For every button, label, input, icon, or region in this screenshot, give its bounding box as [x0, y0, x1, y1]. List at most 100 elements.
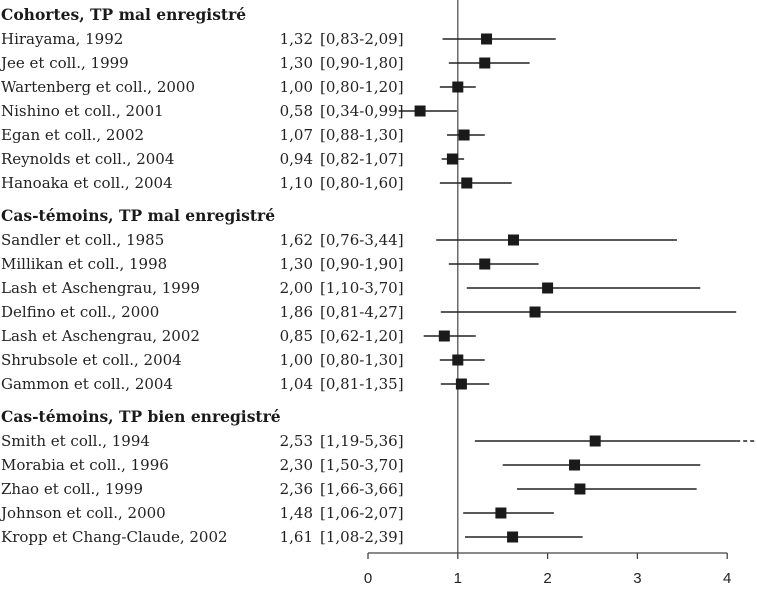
study-name: Sandler et coll., 1985: [1, 231, 164, 249]
odds-ratio-value: 2,36: [280, 480, 313, 498]
odds-ratio-value: 1,48: [280, 504, 313, 522]
confidence-interval-value: [1,06-2,07]: [320, 504, 404, 522]
study-row: Kropp et Chang-Claude, 2002 1,61 [1,08-2,3…: [1, 528, 583, 546]
confidence-interval-value: [0,81-1,35]: [320, 375, 404, 393]
study-row: Nishino et coll., 2001 0,58 [0,34-0,99]: [1, 102, 457, 120]
study-name: Gammon et coll., 2004: [1, 375, 173, 393]
study-row: Wartenberg et coll., 2000 1,00 [0,80-1,20]: [1, 78, 476, 96]
confidence-interval-value: [1,50-3,70]: [320, 456, 404, 474]
point-estimate-marker: [479, 258, 491, 270]
study-name: Shrubsole et coll., 2004: [1, 351, 182, 369]
odds-ratio-value: 1,61: [280, 528, 313, 546]
study-name: Zhao et coll., 1999: [1, 480, 143, 498]
study-row: Lash et Aschengrau, 2002 0,85 [0,62-1,20]: [1, 327, 476, 345]
confidence-interval-value: [0,83-2,09]: [320, 30, 404, 48]
study-row: Egan et coll., 2002 1,07 [0,88-1,30]: [1, 126, 485, 144]
study-row: Reynolds et coll., 2004 0,94 [0,82-1,07]: [1, 150, 465, 168]
confidence-interval-value: [0,90-1,80]: [320, 54, 404, 72]
study-row: Delfino et coll., 2000 1,86 [0,81-4,27]: [1, 303, 737, 321]
confidence-interval-value: [0,76-3,44]: [320, 231, 404, 249]
odds-ratio-value: 2,30: [280, 456, 313, 474]
odds-ratio-value: 1,07: [280, 126, 313, 144]
confidence-interval-value: [1,10-3,70]: [320, 279, 404, 297]
point-estimate-marker: [542, 282, 554, 294]
x-tick-label: 2: [543, 570, 551, 587]
study-group: Cas-témoins, TP mal enregistré Sandler et…: [1, 206, 737, 393]
odds-ratio-value: 1,30: [280, 255, 313, 273]
study-name: Hanoaka et coll., 2004: [1, 174, 173, 192]
study-name: Morabia et coll., 1996: [1, 456, 169, 474]
study-name: Kropp et Chang-Claude, 2002: [1, 528, 228, 546]
study-group: Cohortes, TP mal enregistré Hirayama, 199…: [0, 5, 556, 192]
point-estimate-marker: [507, 234, 519, 246]
study-row: Jee et coll., 1999 1,30 [0,90-1,80]: [0, 54, 530, 72]
point-estimate-marker: [479, 57, 491, 69]
odds-ratio-value: 2,53: [280, 432, 313, 450]
point-estimate-marker: [589, 435, 601, 447]
confidence-interval-value: [1,66-3,66]: [320, 480, 404, 498]
confidence-interval-value: [0,80-1,60]: [320, 174, 404, 192]
study-name: Nishino et coll., 2001: [1, 102, 164, 120]
confidence-interval-value: [0,62-1,20]: [320, 327, 404, 345]
study-row: Hanoaka et coll., 2004 1,10 [0,80-1,60]: [1, 174, 512, 192]
confidence-interval-value: [0,88-1,30]: [320, 126, 404, 144]
study-row: Johnson et coll., 2000 1,48 [1,06-2,07]: [0, 504, 554, 522]
point-estimate-marker: [481, 33, 493, 45]
point-estimate-marker: [495, 507, 507, 519]
study-row: Gammon et coll., 2004 1,04 [0,81-1,35]: [1, 375, 490, 393]
study-row: Millikan et coll., 1998 1,30 [0,90-1,90]: [1, 255, 539, 273]
study-name: Jee et coll., 1999: [0, 54, 129, 72]
study-name: Millikan et coll., 1998: [1, 255, 167, 273]
point-estimate-marker: [452, 354, 464, 366]
odds-ratio-value: 1,04: [280, 375, 313, 393]
odds-ratio-value: 1,00: [280, 351, 313, 369]
confidence-interval-value: [0,82-1,07]: [320, 150, 404, 168]
study-group: Cas-témoins, TP bien enregistré Smith et …: [0, 407, 757, 546]
confidence-interval-value: [0,80-1,20]: [320, 78, 404, 96]
study-row: Zhao et coll., 1999 2,36 [1,66-3,66]: [1, 480, 697, 498]
point-estimate-marker: [446, 153, 458, 165]
study-name: Egan et coll., 2002: [1, 126, 144, 144]
study-row: Morabia et coll., 1996 2,30 [1,50-3,70]: [1, 456, 701, 474]
study-row: Shrubsole et coll., 2004 1,00 [0,80-1,30]: [1, 351, 485, 369]
group-header: Cas-témoins, TP bien enregistré: [1, 407, 281, 426]
study-row: Smith et coll., 1994 2,53 [1,19-5,36]: [1, 432, 757, 450]
odds-ratio-value: 0,58: [280, 102, 313, 120]
point-estimate-marker: [438, 330, 450, 342]
odds-ratio-value: 1,86: [280, 303, 313, 321]
study-name: Smith et coll., 1994: [1, 432, 150, 450]
study-name: Wartenberg et coll., 2000: [1, 78, 195, 96]
confidence-interval-value: [0,90-1,90]: [320, 255, 404, 273]
study-name: Delfino et coll., 2000: [1, 303, 159, 321]
study-name: Hirayama, 1992: [1, 30, 123, 48]
odds-ratio-value: 2,00: [280, 279, 313, 297]
study-name: Johnson et coll., 2000: [0, 504, 166, 522]
confidence-interval-value: [1,08-2,39]: [320, 528, 404, 546]
point-estimate-marker: [507, 531, 519, 543]
odds-ratio-value: 0,85: [280, 327, 313, 345]
group-header: Cas-témoins, TP mal enregistré: [1, 206, 275, 225]
study-name: Reynolds et coll., 2004: [1, 150, 174, 168]
point-estimate-marker: [455, 378, 467, 390]
point-estimate-marker: [414, 105, 426, 117]
point-estimate-marker: [529, 306, 541, 318]
confidence-interval-value: [0,80-1,30]: [320, 351, 404, 369]
x-tick-label: 4: [723, 570, 731, 587]
confidence-interval-value: [1,19-5,36]: [320, 432, 404, 450]
point-estimate-marker: [452, 81, 464, 93]
study-name: Lash et Aschengrau, 1999: [1, 279, 200, 297]
odds-ratio-value: 1,62: [280, 231, 313, 249]
x-tick-label: 1: [454, 570, 462, 587]
study-rows: Cohortes, TP mal enregistré Hirayama, 199…: [0, 5, 757, 546]
study-row: Sandler et coll., 1985 1,62 [0,76-3,44]: [1, 231, 677, 249]
odds-ratio-value: 1,10: [280, 174, 313, 192]
x-tick-label: 0: [364, 570, 372, 587]
point-estimate-marker: [458, 129, 470, 141]
odds-ratio-value: 1,00: [280, 78, 313, 96]
point-estimate-marker: [569, 459, 581, 471]
odds-ratio-value: 1,30: [280, 54, 313, 72]
odds-ratio-value: 0,94: [280, 150, 313, 168]
point-estimate-marker: [461, 177, 473, 189]
group-header: Cohortes, TP mal enregistré: [1, 5, 246, 24]
